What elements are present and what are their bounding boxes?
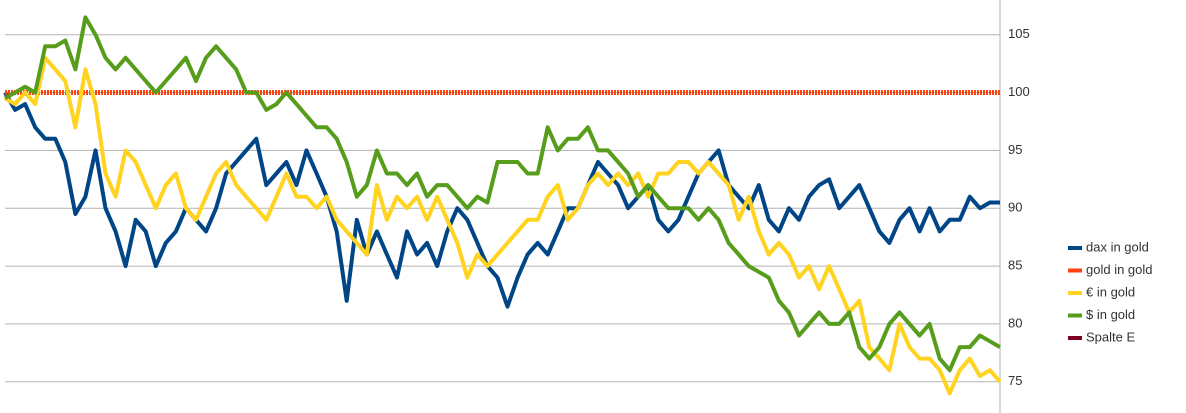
y-tick-label: 95 — [1008, 142, 1022, 157]
legend-label: Spalte E — [1086, 329, 1135, 344]
legend-label: gold in gold — [1086, 262, 1153, 277]
y-tick-label: 75 — [1008, 373, 1022, 388]
legend-label: € in gold — [1086, 284, 1135, 299]
series-line — [4, 15, 1001, 373]
y-tick-label: 105 — [1008, 26, 1030, 41]
legend-label: dax in gold — [1086, 239, 1149, 254]
series-line — [3, 91, 1000, 309]
y-tick-label: 90 — [1008, 200, 1022, 215]
series-line — [4, 55, 1002, 396]
legend-label: $ in gold — [1086, 307, 1135, 322]
y-tick-label: 100 — [1008, 84, 1030, 99]
y-tick-label: 80 — [1008, 315, 1022, 330]
y-tick-label: 85 — [1008, 258, 1022, 273]
